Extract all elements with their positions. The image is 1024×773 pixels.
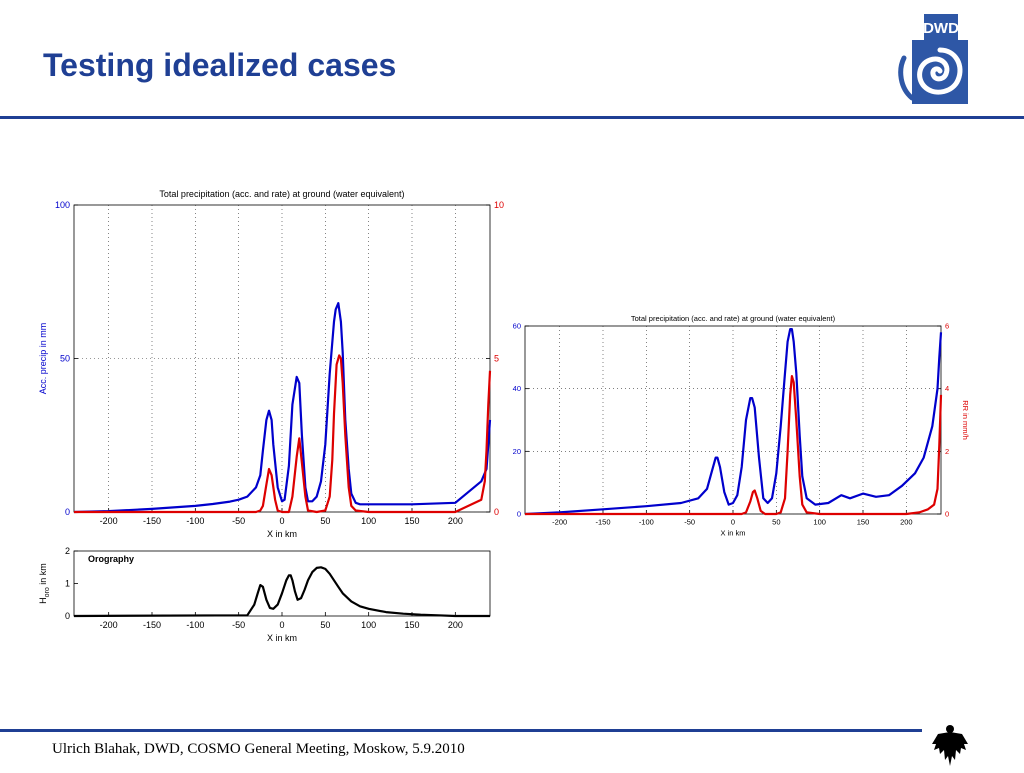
series-line-rate (74, 354, 492, 514)
y-axis-label: Acc. precip in mm (38, 323, 48, 395)
x-tick-label: 150 (857, 518, 870, 527)
x-tick-label: 100 (361, 620, 376, 630)
x-tick-label: 150 (404, 620, 419, 630)
chart-title: Total precipitation (acc. and rate) at g… (159, 189, 404, 199)
x-tick-label: 200 (448, 620, 463, 630)
plot-frame (73, 550, 491, 617)
y-tick-label: 0 (65, 507, 70, 517)
x-tick-label: 50 (772, 518, 780, 527)
x-tick-label: 150 (404, 516, 419, 526)
x-tick-label: -200 (100, 516, 118, 526)
x-tick-label: -150 (143, 516, 161, 526)
dwd-logo: DWD (898, 14, 972, 106)
x-tick-label: 0 (279, 620, 284, 630)
x-tick-label: -100 (186, 516, 204, 526)
chart-precipitation-1: -200 -150 -100 -50 0 50 100 150 200 0 50 100 0 5 10 Tot… (38, 189, 504, 539)
y-right-tick-label: 6 (945, 322, 949, 331)
header-divider (0, 116, 1024, 119)
x-tick-label: 200 (448, 516, 463, 526)
chart-title: Orography (88, 554, 134, 564)
y-tick-label: 100 (55, 200, 70, 210)
x-axis-label: X in km (267, 529, 297, 539)
x-tick-label: 50 (320, 620, 330, 630)
chart-orography: -200 -150 -100 -50 0 50 100 150 200 0 1 2 Orography X… (38, 546, 491, 643)
series-line-rate (525, 374, 943, 516)
x-tick-label: -150 (595, 518, 610, 527)
x-tick-label: -50 (232, 516, 245, 526)
y-tick-label: 40 (513, 384, 521, 393)
x-tick-label: 100 (813, 518, 826, 527)
chart-precipitation-2: -200 -150 -100 -50 0 50 100 150 200 0 20 40 60 0 2 4 6 To… (513, 314, 970, 538)
x-tick-label: 50 (320, 516, 330, 526)
y-right-tick-label: 10 (494, 200, 504, 210)
y-tick-label: 2 (65, 546, 70, 556)
logo-text: DWD (923, 20, 959, 37)
federal-eagle-icon (930, 722, 970, 768)
y-tick-label: 60 (513, 322, 521, 331)
y-right-tick-label: 5 (494, 354, 499, 364)
series-line-accumulated (524, 328, 943, 516)
x-tick-label: -100 (639, 518, 654, 527)
footer-text: Ulrich Blahak, DWD, COSMO General Meetin… (52, 741, 465, 757)
slide-title: Testing idealized cases (43, 47, 397, 83)
y-tick-label: 50 (60, 354, 70, 364)
y-tick-label: 20 (513, 447, 521, 456)
x-tick-label: -50 (684, 518, 695, 527)
y-tick-label: 0 (65, 611, 70, 621)
x-tick-label: -50 (232, 620, 245, 630)
x-tick-label: -150 (143, 620, 161, 630)
x-tick-label: -200 (552, 518, 567, 527)
y-tick-label: 1 (65, 579, 70, 589)
x-tick-label: 0 (279, 516, 284, 526)
x-tick-label: 200 (900, 518, 913, 527)
y-right-tick-label: 4 (945, 384, 949, 393)
series-line-orography (73, 566, 490, 618)
y-right-tick-label: 2 (945, 447, 949, 456)
x-axis-label: X in km (720, 529, 745, 538)
y-right-axis-label: RR in mm/h (961, 400, 970, 440)
y-right-tick-label: 0 (945, 510, 949, 519)
x-tick-label: -100 (186, 620, 204, 630)
y-axis-label: Horo in km (38, 563, 51, 604)
x-tick-label: -200 (100, 620, 118, 630)
footer-divider (0, 729, 922, 732)
x-axis-label: X in km (267, 633, 297, 643)
y-tick-label: 0 (517, 510, 521, 519)
x-tick-label: 0 (731, 518, 735, 527)
x-tick-label: 100 (361, 516, 376, 526)
chart-title: Total precipitation (acc. and rate) at g… (631, 314, 836, 323)
y-right-tick-label: 0 (494, 507, 499, 517)
